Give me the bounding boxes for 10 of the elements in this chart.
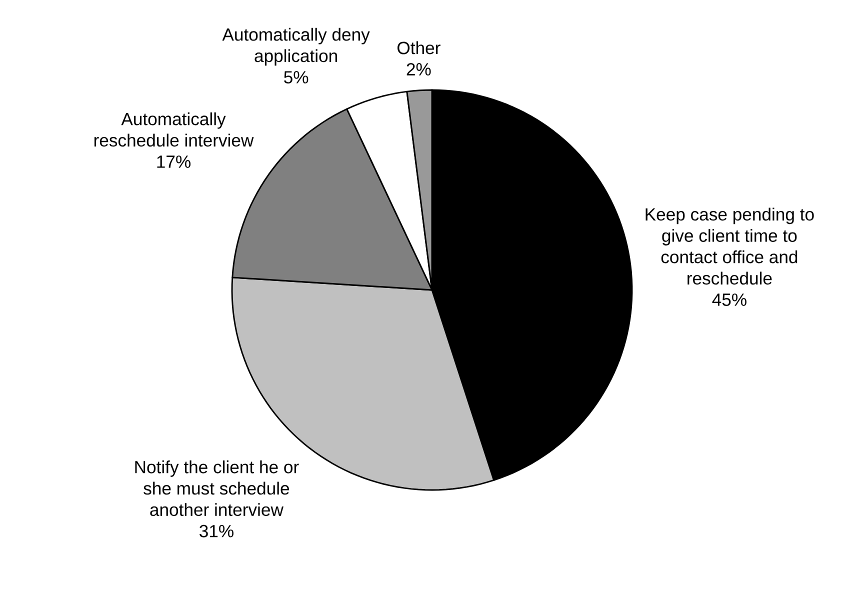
slice-label: Other (398, 41, 440, 54)
slice-label: Notify the client he or she must schedule another interview (135, 460, 299, 516)
data-label: 31% (200, 524, 234, 538)
data-label: 45% (712, 294, 746, 306)
data-label: 2% (406, 63, 431, 76)
data-label: 17% (157, 156, 191, 168)
slice-label: Automatically reschedule interview (94, 112, 254, 147)
slice-label: Keep case pending to give client time to contact office and reschedule (646, 208, 814, 285)
data-label: 5% (284, 71, 308, 84)
slice-label: Automatically deny application (222, 28, 370, 66)
